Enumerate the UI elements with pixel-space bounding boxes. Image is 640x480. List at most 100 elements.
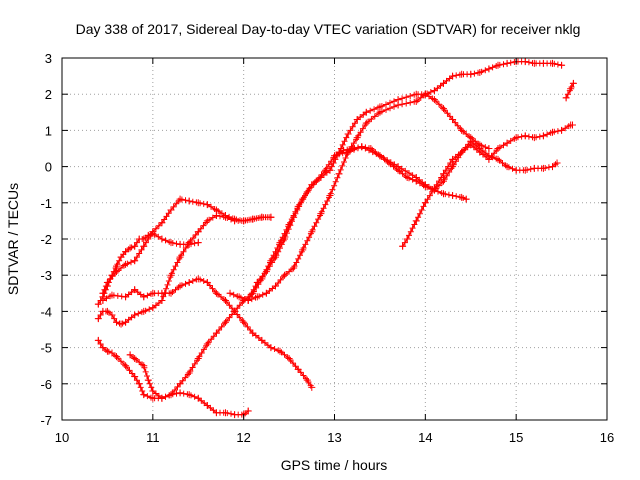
- data-point: [94, 300, 102, 308]
- data-point: [344, 130, 352, 138]
- data-point: [290, 264, 298, 272]
- data-point: [103, 347, 111, 355]
- data-point: [244, 297, 252, 305]
- data-point: [308, 383, 316, 391]
- data-point: [458, 148, 466, 156]
- data-point: [539, 164, 547, 172]
- data-point: [258, 336, 266, 344]
- data-point: [240, 318, 248, 326]
- series-markers: [227, 58, 565, 304]
- data-point: [108, 311, 116, 319]
- data-point: [412, 90, 420, 98]
- data-point: [167, 271, 175, 279]
- data-point: [131, 257, 139, 265]
- data-point: [222, 409, 229, 417]
- data-point: [449, 72, 457, 80]
- data-point: [449, 155, 457, 163]
- y-tick-label: 1: [45, 123, 52, 138]
- data-point: [113, 318, 120, 326]
- series-line: [102, 278, 313, 388]
- data-point: [568, 121, 576, 129]
- data-point: [149, 394, 157, 402]
- data-point: [449, 192, 457, 200]
- data-point: [335, 150, 343, 158]
- data-point: [131, 242, 139, 250]
- data-point: [430, 96, 438, 104]
- y-tick-label: 3: [45, 51, 52, 66]
- data-point: [362, 108, 370, 116]
- data-point: [235, 293, 243, 301]
- data-point: [117, 320, 125, 328]
- data-point: [262, 268, 270, 276]
- x-tick-label: 14: [418, 430, 432, 445]
- data-point: [244, 407, 252, 415]
- data-point: [253, 293, 261, 301]
- data-point: [494, 155, 502, 163]
- y-tick-label: 2: [45, 87, 52, 102]
- data-point: [131, 286, 139, 294]
- data-point: [140, 307, 148, 315]
- series-6: [226, 58, 566, 305]
- data-point: [108, 291, 116, 299]
- data-point: [126, 351, 134, 359]
- data-point: [326, 166, 334, 174]
- series-3: [99, 195, 275, 297]
- x-tick-label: 12: [236, 430, 250, 445]
- data-point: [530, 134, 538, 142]
- series-markers: [95, 337, 252, 418]
- data-point: [512, 134, 520, 142]
- data-point: [113, 353, 120, 361]
- data-point: [558, 126, 566, 134]
- data-point: [149, 228, 157, 236]
- data-point: [249, 215, 257, 223]
- data-point: [458, 193, 466, 201]
- data-point: [362, 119, 370, 127]
- data-point: [394, 96, 402, 104]
- data-point: [253, 278, 261, 286]
- data-point: [271, 282, 279, 290]
- data-point: [185, 278, 193, 286]
- data-point: [185, 391, 193, 399]
- data-point: [122, 293, 130, 301]
- data-point: [135, 380, 143, 388]
- data-point: [94, 336, 102, 344]
- data-point: [271, 253, 279, 261]
- data-point: [403, 173, 411, 181]
- data-point: [194, 228, 202, 236]
- data-point: [421, 199, 429, 207]
- data-point: [549, 163, 556, 171]
- data-point: [194, 199, 202, 207]
- x-tick-label: 13: [327, 430, 341, 445]
- data-point: [290, 213, 298, 221]
- data-point: [203, 278, 211, 286]
- data-point: [521, 166, 529, 174]
- y-tick-label: -3: [40, 268, 52, 283]
- data-point: [317, 173, 325, 181]
- data-point: [521, 132, 529, 140]
- data-point: [553, 159, 561, 167]
- data-point: [212, 409, 220, 417]
- data-point: [512, 166, 520, 174]
- data-point: [503, 59, 511, 67]
- data-point: [258, 213, 266, 221]
- data-point: [99, 289, 107, 297]
- data-point: [440, 105, 447, 113]
- data-point: [240, 217, 248, 225]
- data-point: [530, 59, 538, 67]
- data-point: [267, 213, 275, 221]
- data-point: [122, 318, 130, 326]
- data-point: [530, 164, 538, 172]
- data-point: [440, 79, 447, 87]
- data-point: [176, 282, 184, 290]
- data-point: [569, 79, 577, 87]
- data-point: [140, 293, 148, 301]
- data-point: [212, 329, 220, 337]
- data-point: [194, 394, 202, 402]
- data-point: [326, 192, 334, 200]
- data-point: [467, 141, 475, 149]
- data-point: [203, 201, 211, 209]
- data-point: [485, 65, 493, 73]
- series-7: [244, 90, 493, 305]
- data-point: [149, 289, 157, 297]
